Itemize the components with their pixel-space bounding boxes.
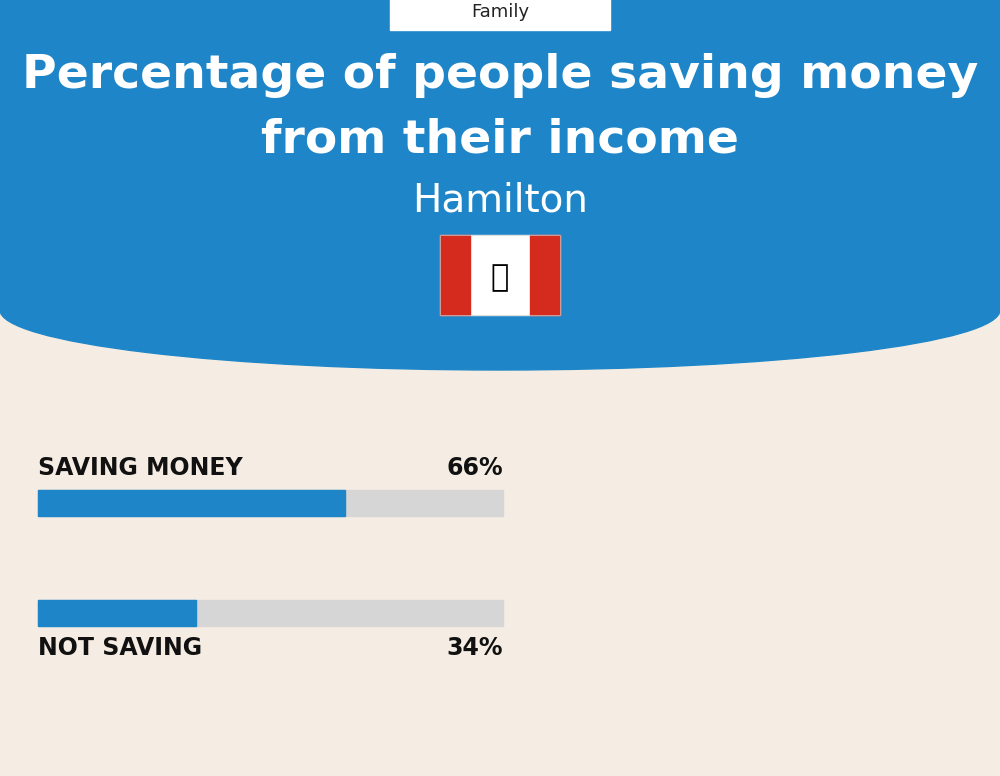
Bar <box>530 235 560 315</box>
Bar <box>0 0 1000 310</box>
Text: 34%: 34% <box>446 636 503 660</box>
Ellipse shape <box>0 250 1000 370</box>
Bar <box>440 235 560 315</box>
Bar <box>440 235 470 315</box>
Bar <box>38 600 196 626</box>
Text: from their income: from their income <box>261 117 739 162</box>
Bar <box>38 490 345 516</box>
Text: SAVING MONEY: SAVING MONEY <box>38 456 243 480</box>
Bar <box>440 235 560 315</box>
Text: Hamilton: Hamilton <box>412 181 588 219</box>
Bar <box>38 490 503 516</box>
Text: 66%: 66% <box>446 456 503 480</box>
Text: NOT SAVING: NOT SAVING <box>38 636 202 660</box>
Bar <box>390 0 610 30</box>
Bar <box>38 600 503 626</box>
Text: Percentage of people saving money: Percentage of people saving money <box>22 53 978 98</box>
Text: Family: Family <box>471 3 529 21</box>
Text: 🍁: 🍁 <box>491 264 509 293</box>
